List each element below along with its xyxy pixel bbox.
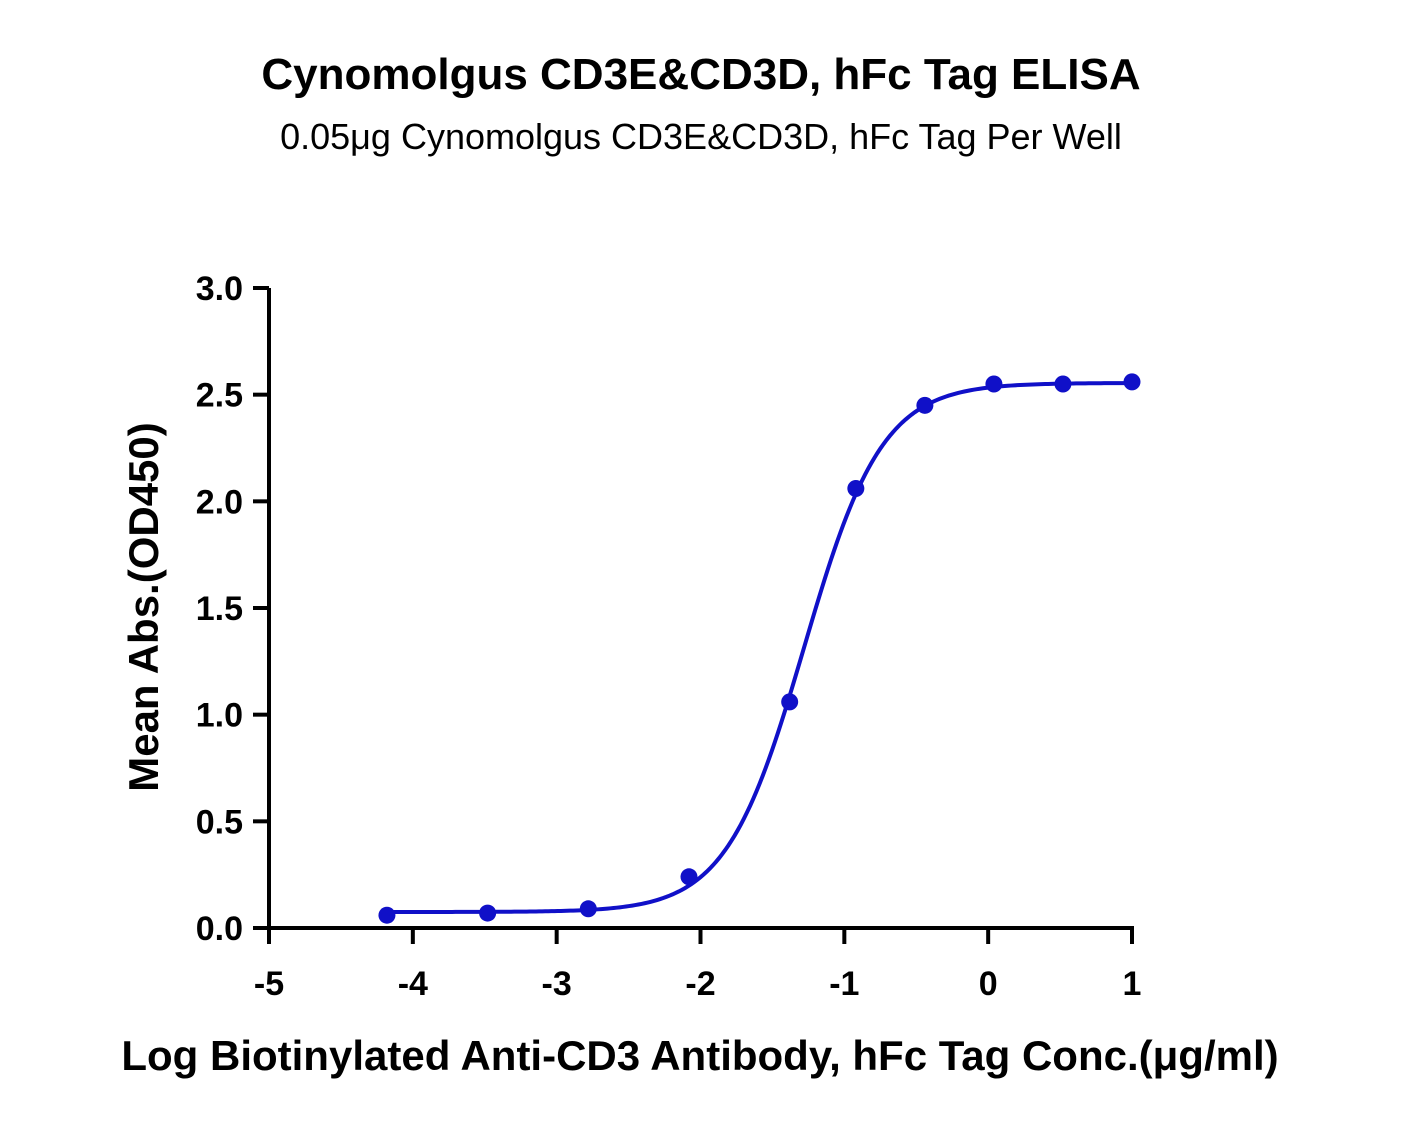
fit-curve <box>386 381 1133 914</box>
x-tick-label: -3 <box>542 965 572 1003</box>
data-points <box>378 373 1141 924</box>
y-axis-ticks: 0.0 0.5 1.0 1.5 2.0 2.5 3.0 <box>196 270 269 948</box>
y-axis-label: Mean Abs.(OD450) <box>120 422 167 792</box>
y-tick-label: 3.0 <box>196 270 243 308</box>
data-point <box>479 904 497 922</box>
data-point <box>579 900 597 918</box>
fit-curve-group <box>386 381 1133 914</box>
x-tick-label: -1 <box>829 965 859 1003</box>
data-point <box>1123 373 1141 391</box>
x-tick-label: 0 <box>979 965 998 1003</box>
data-point <box>916 396 934 414</box>
data-point <box>847 480 865 498</box>
data-point <box>1054 375 1072 393</box>
data-point <box>680 868 698 886</box>
chart-subtitle: 0.05μg Cynomolgus CD3E&CD3D, hFc Tag Per… <box>280 116 1122 157</box>
x-tick-label: 1 <box>1123 965 1142 1003</box>
y-tick-label: 1.5 <box>196 590 243 628</box>
data-point <box>781 693 799 711</box>
chart-axes <box>267 288 1134 930</box>
chart-title: Cynomolgus CD3E&CD3D, hFc Tag ELISA <box>261 50 1141 99</box>
y-tick-label: 2.5 <box>196 377 243 415</box>
x-axis-ticks: -5 -4 -3 -2 -1 0 1 <box>254 928 1142 1003</box>
x-tick-label: -2 <box>685 965 715 1003</box>
data-point <box>985 375 1003 393</box>
y-tick-label: 0.5 <box>196 803 243 841</box>
y-tick-label: 2.0 <box>196 483 243 521</box>
x-axis-label: Log Biotinylated Anti-CD3 Antibody, hFc … <box>121 1032 1278 1079</box>
y-tick-label: 0.0 <box>196 910 243 948</box>
y-tick-label: 1.0 <box>196 697 243 735</box>
data-point <box>378 906 396 924</box>
x-tick-label: -4 <box>398 965 428 1003</box>
x-tick-label: -5 <box>254 965 284 1003</box>
